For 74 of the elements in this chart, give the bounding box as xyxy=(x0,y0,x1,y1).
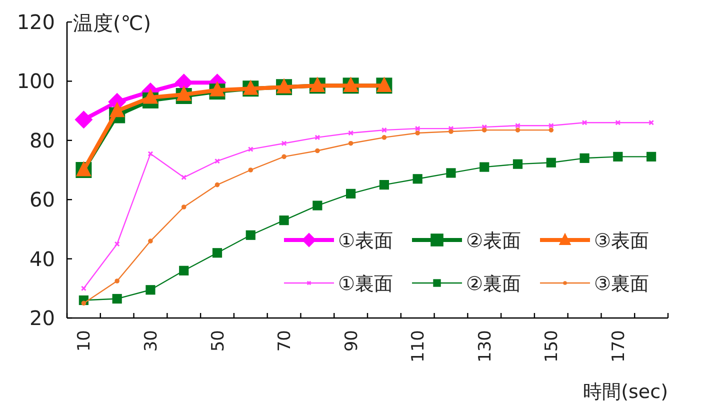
point xyxy=(414,126,420,132)
point xyxy=(114,241,120,247)
legend-label: ②表面 xyxy=(466,230,522,252)
y-axis-title: 温度(℃) xyxy=(73,11,152,35)
point xyxy=(446,168,456,178)
point xyxy=(381,127,387,133)
point xyxy=(114,278,120,284)
x-tick-label: 50 xyxy=(208,330,228,352)
point xyxy=(279,216,289,226)
point xyxy=(146,285,156,295)
x-tick-label: 110 xyxy=(408,330,429,362)
point xyxy=(482,128,487,132)
point xyxy=(382,135,387,140)
point xyxy=(480,162,490,172)
point xyxy=(282,154,286,160)
y-tick-label: 20 xyxy=(30,306,55,330)
x-tick-label: 70 xyxy=(275,330,296,352)
x-tick-label: 90 xyxy=(342,330,362,352)
y-tick-label: 60 xyxy=(30,188,55,212)
point xyxy=(582,120,588,126)
y-tick-label: 80 xyxy=(30,128,55,152)
point xyxy=(546,158,556,168)
point xyxy=(148,150,154,156)
point xyxy=(176,86,192,101)
point xyxy=(210,81,225,96)
legend-label: ①表面 xyxy=(338,230,394,252)
x-tick-label: 170 xyxy=(608,330,629,362)
point xyxy=(613,152,623,162)
point xyxy=(515,122,520,128)
point xyxy=(181,174,187,180)
legend-label: ①裏面 xyxy=(338,273,394,295)
point xyxy=(415,130,420,136)
point xyxy=(580,153,590,163)
point xyxy=(212,248,222,258)
point xyxy=(142,88,158,104)
legend-label: ②裏面 xyxy=(466,273,522,295)
point xyxy=(81,300,86,306)
point xyxy=(412,174,422,184)
y-tick-label: 40 xyxy=(30,246,55,271)
x-tick-label: 150 xyxy=(542,330,562,362)
point xyxy=(314,134,320,140)
legend-label: ③表面 xyxy=(594,230,650,252)
point xyxy=(248,146,254,152)
point xyxy=(348,140,354,146)
point xyxy=(148,238,153,244)
y-tick-label: 100 xyxy=(16,69,55,94)
point xyxy=(646,152,656,162)
x-tick-label: 130 xyxy=(475,330,496,362)
point xyxy=(246,230,256,240)
point xyxy=(548,128,554,132)
point xyxy=(248,168,254,172)
x-tick-label: 30 xyxy=(141,330,162,352)
point xyxy=(214,182,220,188)
point xyxy=(179,266,189,276)
point xyxy=(548,122,554,128)
point xyxy=(315,148,320,154)
point xyxy=(181,204,186,210)
y-tick-label: 120 xyxy=(16,10,55,34)
point xyxy=(112,294,122,304)
point xyxy=(214,158,220,164)
point xyxy=(281,140,287,146)
x-tick-label: 10 xyxy=(74,330,95,352)
point xyxy=(448,129,454,134)
point xyxy=(379,180,389,190)
point xyxy=(515,128,520,132)
x-axis-title: 時間(sec) xyxy=(583,381,668,403)
point xyxy=(312,200,322,210)
point xyxy=(615,120,621,126)
point xyxy=(109,102,125,118)
point xyxy=(512,159,523,169)
point xyxy=(346,188,356,198)
point xyxy=(74,110,93,129)
legend-label: ③裏面 xyxy=(594,273,650,295)
point xyxy=(348,130,354,136)
